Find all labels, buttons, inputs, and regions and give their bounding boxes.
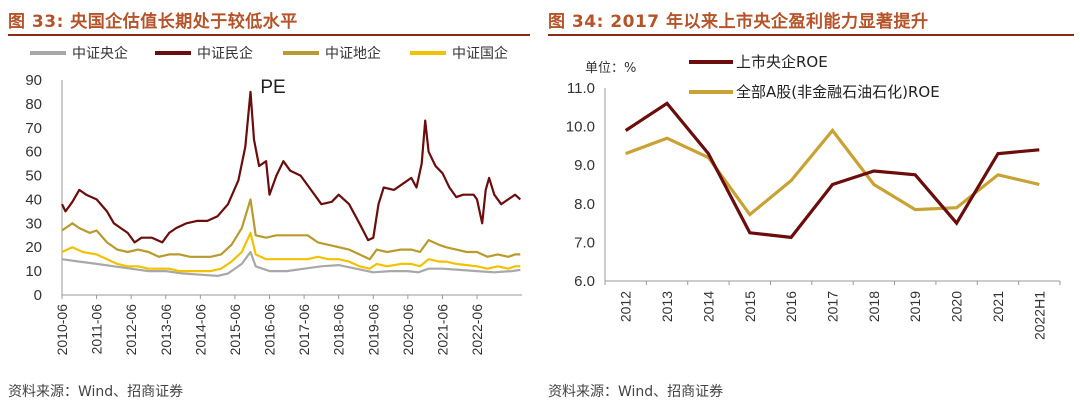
pe-x-tick-2014-06: 2014-06	[192, 304, 208, 356]
figure-left-rule	[8, 34, 530, 36]
roe-series-1	[625, 127, 1040, 217]
pe-x-tick-2016-06: 2016-06	[262, 304, 278, 356]
pe-x-tick-2019-06: 2019-06	[365, 304, 381, 356]
figure-right-rule	[548, 34, 1074, 36]
roe-x-tick-2015: 2015	[742, 291, 758, 322]
roe-x-tick-2012: 2012	[618, 291, 634, 322]
roe-line-chart: 单位：% 上市央企ROE 全部A股(非金融石油石化)ROE 6.0 7.0 8.0 9.0 1…	[566, 53, 1061, 340]
roe-unit-label: 单位：%	[585, 61, 636, 76]
pe-y-tick-40: 40	[25, 191, 42, 208]
roe-y-tick-9.0: 9.0	[574, 157, 595, 174]
roe-y-tick-11.0: 11.0	[567, 80, 595, 97]
roe-y-tick-10.0: 10.0	[566, 119, 595, 136]
pe-x-tick-2021-06: 2021-06	[434, 304, 450, 356]
pe-x-tick-2017-06: 2017-06	[296, 304, 312, 356]
roe-x-tick-2017: 2017	[825, 291, 841, 322]
pe-y-tick-60: 60	[25, 144, 42, 161]
pe-x-tick-2011-06: 2011-06	[89, 304, 105, 355]
roe-y-tick-8.0: 8.0	[574, 196, 595, 213]
roe-series-0	[624, 101, 1040, 240]
pe-x-tick-2020-06: 2020-06	[400, 304, 416, 356]
roe-x-tick-2018: 2018	[866, 291, 882, 322]
pe-line-chart: 中证央企 中证民企 中证地企 中证国企 0 10 20 30 40 50 60 70 80 90 2010-…	[25, 45, 522, 356]
pe-y-tick-50: 50	[25, 168, 42, 185]
roe-legend: 上市央企ROE 全部A股(非金融石油石化)ROE	[689, 53, 940, 101]
roe-y-tick-7.0: 7.0	[574, 234, 595, 251]
legend-label-2: 中证地企	[325, 45, 381, 62]
pe-annotation: PE	[260, 77, 285, 98]
figure-left-title: 图 33: 央国企估值长期处于较低水平	[8, 12, 298, 32]
roe-legend-label-1: 全部A股(非金融石油石化)ROE	[736, 83, 940, 101]
pe-x-tick-2022-06: 2022-06	[469, 304, 485, 356]
roe-x-tick-2021: 2021	[990, 291, 1006, 322]
legend-label-0: 中证央企	[72, 45, 128, 62]
roe-x-tick-2020: 2020	[949, 291, 965, 322]
pe-series-2	[61, 198, 521, 261]
pe-x-tick-2012-06: 2012-06	[123, 304, 139, 356]
pe-y-tick-20: 20	[25, 239, 42, 256]
roe-x-tick-2013: 2013	[659, 291, 675, 322]
pe-y-tick-80: 80	[25, 96, 42, 113]
roe-x-tick-2019: 2019	[907, 291, 923, 322]
roe-x-tick-2022H1: 2022H1	[1031, 291, 1047, 340]
pe-y-tick-90: 90	[25, 72, 42, 89]
roe-legend-label-0: 上市央企ROE	[736, 53, 828, 71]
pe-y-tick-10: 10	[25, 263, 42, 280]
pe-x-tick-2018-06: 2018-06	[331, 304, 347, 356]
roe-x-tick-2014: 2014	[700, 291, 716, 322]
pe-y-tick-0: 0	[34, 287, 42, 304]
pe-series-1	[61, 90, 522, 244]
roe-x-tick-2016: 2016	[783, 291, 799, 322]
pe-series-0	[61, 250, 521, 277]
pe-series-3	[61, 231, 521, 273]
figure-right-source: 资料来源：Wind、招商证券	[548, 384, 724, 400]
pe-x-tick-2015-06: 2015-06	[227, 304, 243, 356]
roe-y-tick-6.0: 6.0	[574, 273, 595, 290]
pe-x-tick-2010-06: 2010-06	[54, 304, 70, 356]
pe-legend: 中证央企 中证民企 中证地企 中证国企	[30, 45, 508, 62]
figure-right-title: 图 34: 2017 年以来上市央企盈利能力显著提升	[548, 12, 929, 32]
pe-y-tick-30: 30	[25, 215, 42, 232]
pe-y-tick-70: 70	[25, 120, 42, 137]
pe-x-tick-2013-06: 2013-06	[158, 304, 174, 356]
legend-label-1: 中证民企	[197, 45, 253, 62]
figure-left-source: 资料来源：Wind、招商证券	[8, 384, 184, 400]
legend-label-3: 中证国企	[452, 45, 508, 62]
